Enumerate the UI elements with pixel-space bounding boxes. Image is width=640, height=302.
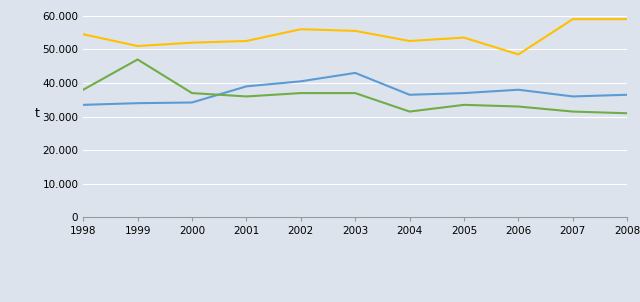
govedo bbox=[569, 95, 577, 98]
perutnina bbox=[243, 39, 250, 43]
govedo bbox=[460, 91, 468, 95]
perutnina bbox=[188, 41, 196, 44]
perutnina bbox=[79, 32, 87, 36]
prašiči bbox=[569, 110, 577, 113]
prašiči bbox=[460, 103, 468, 107]
prašiči bbox=[134, 58, 141, 61]
govedo bbox=[406, 93, 413, 97]
govedo bbox=[134, 101, 141, 105]
perutnina bbox=[406, 39, 413, 43]
govedo bbox=[515, 88, 522, 92]
govedo bbox=[351, 71, 359, 75]
perutnina bbox=[297, 27, 305, 31]
perutnina bbox=[569, 17, 577, 21]
govedo bbox=[188, 101, 196, 104]
Line: prašiči: prašiči bbox=[83, 59, 627, 113]
prašiči bbox=[243, 95, 250, 98]
prašiči bbox=[351, 91, 359, 95]
perutnina bbox=[351, 29, 359, 33]
prašiči bbox=[406, 110, 413, 113]
Legend: govedo, prašiči, perutnina: govedo, prašiči, perutnina bbox=[236, 297, 474, 302]
prašiči bbox=[297, 91, 305, 95]
Line: perutnina: perutnina bbox=[83, 19, 627, 54]
perutnina bbox=[460, 36, 468, 40]
govedo bbox=[623, 93, 631, 97]
prašiči bbox=[623, 111, 631, 115]
prašiči bbox=[188, 91, 196, 95]
govedo bbox=[297, 79, 305, 83]
govedo bbox=[243, 85, 250, 88]
prašiči bbox=[515, 105, 522, 108]
perutnina bbox=[134, 44, 141, 48]
perutnina bbox=[515, 53, 522, 56]
govedo bbox=[79, 103, 87, 107]
Line: govedo: govedo bbox=[83, 73, 627, 105]
prašiči bbox=[79, 88, 87, 92]
perutnina bbox=[623, 17, 631, 21]
Y-axis label: t: t bbox=[35, 107, 39, 120]
